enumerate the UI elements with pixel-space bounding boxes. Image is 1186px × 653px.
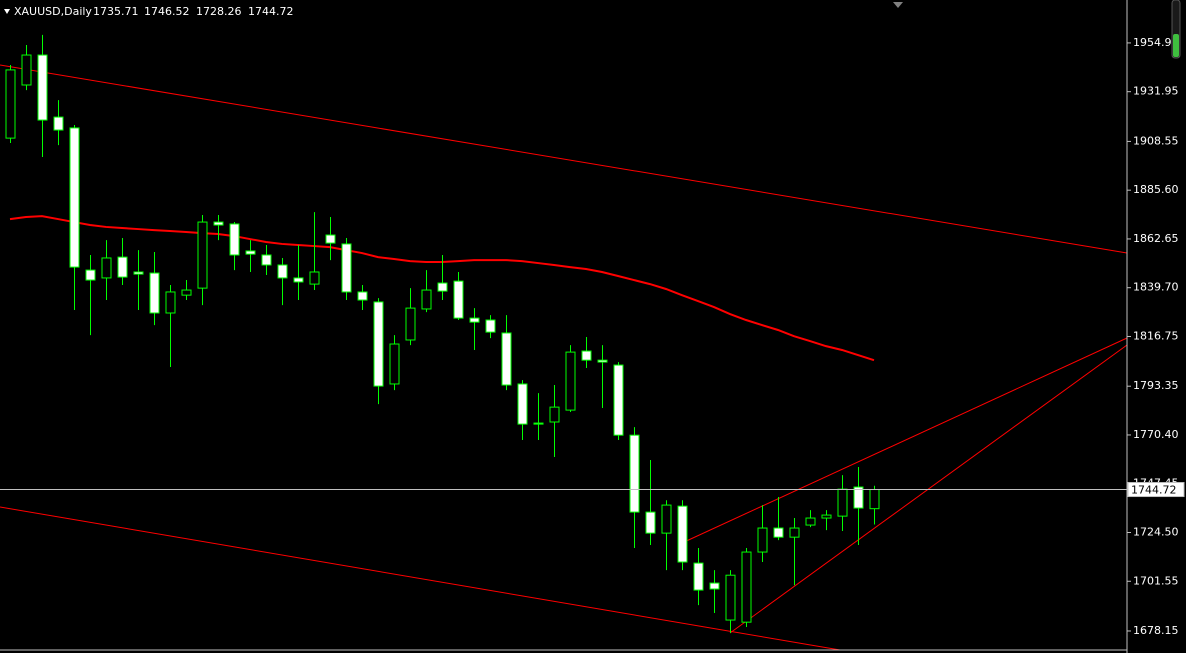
candle-body — [309, 271, 320, 285]
candle-body — [69, 127, 80, 268]
chart-title: XAUUSD,Daily — [14, 5, 92, 18]
candle-body — [229, 223, 240, 256]
candle-body — [133, 271, 144, 275]
candle-body — [277, 264, 288, 279]
candle-body — [821, 514, 832, 519]
scroll-thumb[interactable] — [1173, 34, 1179, 57]
candle-body — [517, 383, 528, 425]
candle-body — [533, 422, 544, 425]
candle-body — [213, 221, 224, 226]
candle-body — [165, 291, 176, 314]
header-high: 1746.52 — [144, 5, 190, 18]
candle-body — [373, 301, 384, 387]
candle-body — [149, 272, 160, 314]
y-tick-label: 1908.55 — [1133, 134, 1179, 147]
candle-body — [773, 527, 784, 538]
candle-body — [869, 489, 880, 510]
candle-body — [453, 280, 464, 319]
candle-body — [341, 243, 352, 293]
trendline — [729, 344, 1128, 634]
y-tick-label: 1816.75 — [1133, 329, 1179, 342]
trendlines — [0, 64, 1128, 651]
candle-body — [405, 307, 416, 341]
candle-body — [581, 350, 592, 361]
candle-body — [677, 505, 688, 563]
candle-body — [549, 406, 560, 423]
candle-body — [21, 54, 32, 86]
candle-body — [757, 527, 768, 553]
candle-body — [853, 486, 864, 509]
candle-body — [293, 277, 304, 283]
candle-body — [197, 221, 208, 289]
candle-body — [693, 562, 704, 591]
candle-body — [741, 551, 752, 623]
y-tick-label: 1724.50 — [1133, 525, 1179, 538]
candle-body — [661, 504, 672, 534]
candle-body — [501, 332, 512, 386]
candle-body — [837, 488, 848, 517]
y-tick-label: 1885.60 — [1133, 183, 1179, 196]
candle-body — [389, 343, 400, 385]
y-tick-label: 1701.55 — [1133, 574, 1179, 587]
y-tick-label: 1678.15 — [1133, 624, 1179, 637]
candle-body — [629, 434, 640, 513]
candle-body — [421, 289, 432, 310]
candle-body — [181, 289, 192, 296]
price-label-box — [1127, 482, 1185, 498]
trendline — [0, 64, 1128, 254]
y-tick-label: 1931.95 — [1133, 85, 1179, 98]
candle-body — [565, 351, 576, 411]
menu-arrow[interactable] — [4, 9, 10, 14]
header-open: 1735.71 — [93, 5, 139, 18]
candle-body — [805, 517, 816, 526]
candle-body — [5, 69, 16, 139]
candle-body — [325, 234, 336, 244]
shift-marker[interactable] — [893, 2, 903, 8]
candle-body — [245, 250, 256, 255]
candle-body — [485, 319, 496, 333]
y-tick-label: 1770.40 — [1133, 428, 1179, 441]
price-label: 1744.72 — [1131, 484, 1177, 497]
candle-body — [437, 282, 448, 292]
y-tick-label: 1839.70 — [1133, 281, 1179, 294]
trendline — [681, 337, 1128, 544]
candle-body — [261, 254, 272, 266]
y-tick-label: 1793.35 — [1133, 379, 1179, 392]
candle-body — [613, 364, 624, 436]
candle-body — [117, 256, 128, 278]
candle-body — [597, 359, 608, 363]
candle-body — [53, 116, 64, 131]
candle-body — [645, 511, 656, 534]
y-tick-label: 1862.65 — [1133, 232, 1179, 245]
header-close: 1744.72 — [248, 5, 294, 18]
y-tick-label: 1954.9 — [1133, 36, 1172, 49]
candle-body — [37, 54, 48, 121]
candle-body — [101, 257, 112, 279]
candle-body — [709, 582, 720, 590]
candle-body — [469, 317, 480, 323]
candle-body — [85, 269, 96, 281]
candle-body — [725, 574, 736, 621]
trendline — [0, 506, 841, 651]
candle-body — [789, 527, 800, 538]
header-low: 1728.26 — [196, 5, 242, 18]
candle-body — [357, 291, 368, 301]
